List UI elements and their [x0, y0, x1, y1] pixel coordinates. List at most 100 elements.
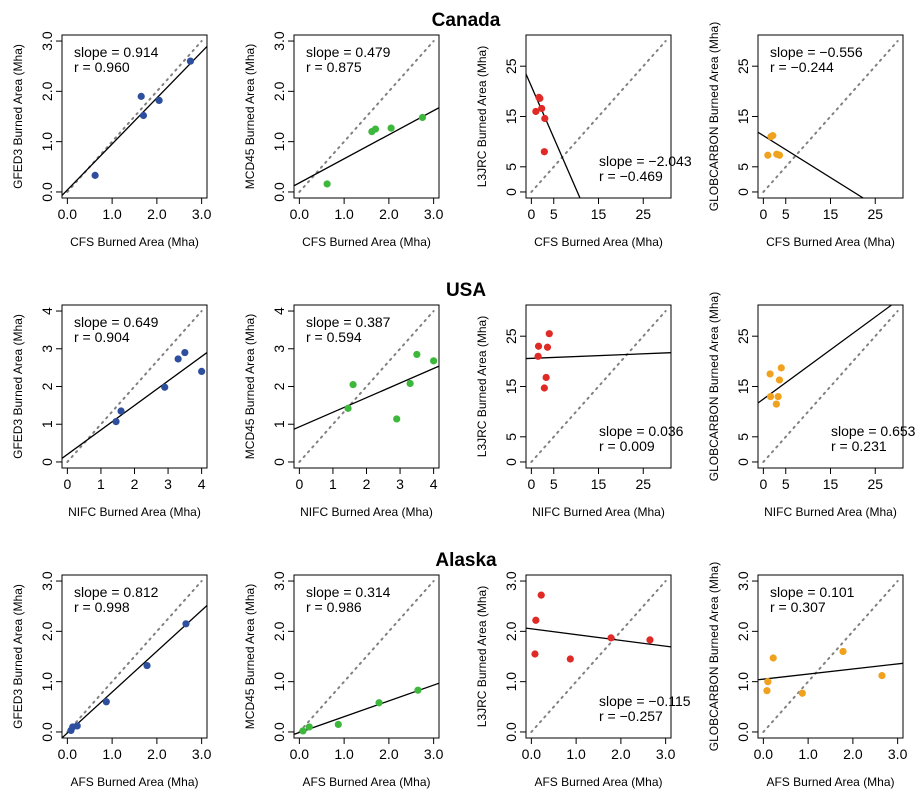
plot-frame	[757, 574, 904, 739]
y-tick-label: 2.0	[39, 81, 55, 101]
y-tick-label: 15	[735, 109, 751, 125]
data-point	[91, 171, 99, 179]
identity-line	[762, 40, 899, 193]
slope-annotation: slope = 0.812	[74, 584, 159, 600]
data-point	[139, 111, 148, 120]
r-annotation: r = 0.986	[306, 599, 362, 615]
x-tick-label: 1.0	[334, 206, 354, 222]
slope-annotation: slope = 0.914	[74, 44, 159, 60]
x-tick-label: 25	[867, 206, 883, 222]
panel-alaska-1: 0.0 1.0 2.0 3.0 0.0 1.0 2.0 3.0 AFS Burned Area …	[243, 571, 444, 789]
panel-alaska-2: 0.0 1.0 2.0 3.0 0.0 1.0 2.0 3.0 AFS Burned Area …	[475, 571, 691, 789]
data-point	[540, 148, 548, 156]
row-title-alaska: Alaska	[435, 550, 497, 571]
data-point	[418, 113, 427, 122]
panels: 0.0 1.0 2.0 3.0 0.0 1.0 2.0 3.0 CFS Burned Area …	[11, 22, 916, 789]
data-point	[387, 124, 395, 132]
plot-frame	[293, 574, 440, 739]
y-tick-label: 25	[735, 328, 751, 344]
y-tick-label: 1.0	[503, 672, 519, 692]
y-tick-label: 3.0	[735, 571, 751, 591]
data-point	[532, 107, 540, 116]
x-tick-label: 0	[527, 476, 535, 492]
row-title-usa: USA	[446, 280, 486, 301]
y-tick-label: 3	[39, 345, 55, 353]
x-axis-label: NIFC Burned Area (Mha)	[68, 505, 201, 519]
y-tick-label: 0.0	[271, 182, 287, 202]
data-point	[414, 686, 422, 694]
identity-line	[66, 580, 203, 733]
data-point	[764, 678, 772, 686]
y-tick-label: 0	[271, 458, 287, 466]
data-point	[878, 672, 886, 680]
x-tick-label: 1.0	[102, 206, 122, 222]
x-tick-label: 15	[591, 206, 607, 222]
data-point	[430, 357, 438, 365]
x-tick-label: 0.0	[290, 746, 310, 762]
data-point	[543, 343, 552, 351]
y-axis-label: GLOBCARBON Burned Area (Mha)	[707, 292, 721, 481]
plot-frame	[293, 34, 440, 199]
data-point	[772, 400, 780, 408]
data-point	[775, 376, 784, 384]
data-point	[839, 647, 847, 656]
x-tick-label: 3	[164, 476, 172, 492]
y-tick-label: 1.0	[271, 672, 287, 692]
r-annotation: r = 0.231	[831, 438, 887, 454]
slope-annotation: slope = −0.115	[599, 693, 691, 709]
y-tick-label: 15	[503, 379, 519, 395]
data-point	[646, 636, 654, 644]
x-tick-label: 1.0	[102, 746, 122, 762]
y-axis-label: L3JRC Burned Area (Mha)	[475, 46, 489, 187]
y-tick-label: 0	[503, 188, 519, 196]
x-tick-label: 3.0	[424, 206, 444, 222]
slope-annotation: slope = 0.314	[306, 584, 391, 600]
x-tick-label: 0.0	[522, 746, 542, 762]
data-point	[143, 661, 151, 670]
x-tick-label: 1	[97, 476, 105, 492]
y-tick-label: 0	[735, 188, 751, 196]
y-axis-label: GLOBCARBON Burned Area (Mha)	[707, 562, 721, 751]
x-axis-label: NIFC Burned Area (Mha)	[300, 505, 433, 519]
data-point	[769, 654, 777, 662]
x-tick-label: 2.0	[147, 206, 167, 222]
data-point	[413, 350, 421, 359]
data-point	[607, 634, 615, 642]
data-point	[161, 383, 169, 391]
data-point	[102, 698, 110, 706]
data-point	[774, 392, 782, 401]
slope-annotation: slope = −2.043	[599, 153, 692, 169]
data-point	[375, 699, 383, 707]
x-tick-label: 0.0	[58, 206, 78, 222]
data-point	[299, 727, 307, 735]
y-axis-label: GFED3 Burned Area (Mha)	[11, 314, 25, 459]
data-point	[305, 723, 313, 731]
panel-canada-0: 0.0 1.0 2.0 3.0 0.0 1.0 2.0 3.0 CFS Burned Area …	[11, 31, 212, 249]
data-point	[534, 342, 543, 350]
data-point	[798, 689, 806, 697]
data-point	[777, 364, 785, 372]
data-point	[182, 620, 190, 628]
slope-annotation: slope = 0.653	[831, 423, 916, 439]
y-tick-label: 2	[271, 382, 287, 390]
y-tick-label: 2.0	[503, 621, 519, 641]
row-title-canada: Canada	[432, 10, 501, 31]
y-tick-label: 2.0	[735, 621, 751, 641]
x-tick-label: 2.0	[611, 746, 631, 762]
y-tick-label: 4	[271, 307, 287, 315]
y-tick-label: 3.0	[271, 571, 287, 591]
x-tick-label: 15	[823, 476, 839, 492]
identity-line	[530, 40, 667, 193]
x-tick-label: 2.0	[379, 746, 399, 762]
x-axis-label: CFS Burned Area (Mha)	[302, 235, 431, 249]
y-tick-label: 2	[39, 382, 55, 390]
regression-line	[758, 131, 864, 198]
x-tick-label: 1	[329, 476, 337, 492]
data-point	[531, 650, 539, 658]
data-point	[769, 132, 777, 140]
y-tick-label: 3	[271, 345, 287, 353]
data-point	[117, 407, 125, 415]
r-annotation: r = 0.960	[74, 59, 130, 75]
